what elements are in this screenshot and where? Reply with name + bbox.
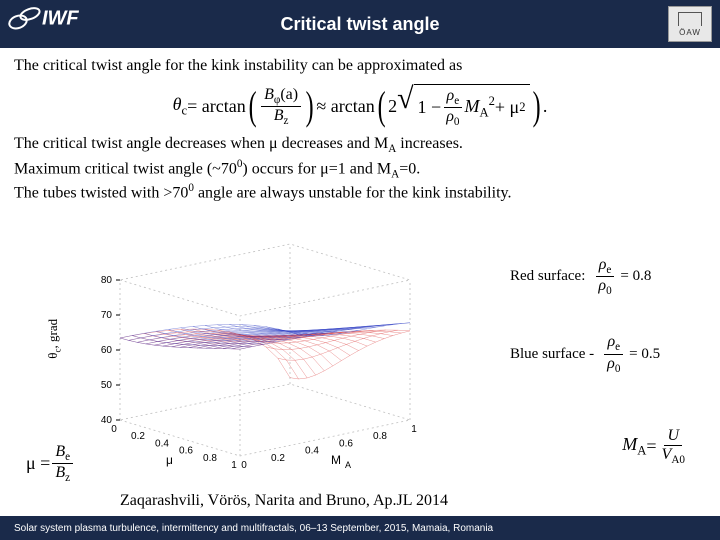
svg-text:0.6: 0.6 xyxy=(179,446,193,457)
svg-text:0.2: 0.2 xyxy=(271,453,285,464)
svg-text:0.2: 0.2 xyxy=(131,431,145,442)
legend-blue-label: Blue surface - xyxy=(510,346,594,363)
footer-text: Solar system plasma turbulence, intermit… xyxy=(14,523,493,534)
oaw-logo: ÖAW xyxy=(668,6,712,42)
svg-text:A: A xyxy=(345,460,351,470)
z-axis-label: θc, grad xyxy=(45,319,63,359)
slide-header: IWF Critical twist angle ÖAW xyxy=(0,0,720,48)
svg-text:0: 0 xyxy=(241,460,247,471)
svg-text:80: 80 xyxy=(101,275,113,286)
svg-text:0.4: 0.4 xyxy=(305,446,319,457)
legend-blue-value: 0.5 xyxy=(641,346,660,363)
svg-text:0: 0 xyxy=(111,424,117,435)
slide-title: Critical twist angle xyxy=(280,14,439,35)
mu-definition: μ = Be Bz xyxy=(26,443,75,484)
iwf-logo: IWF xyxy=(8,4,79,34)
slide-footer: Solar system plasma turbulence, intermit… xyxy=(0,516,720,540)
svg-text:μ: μ xyxy=(166,453,173,467)
explain-paragraph: The critical twist angle decreases when … xyxy=(14,134,706,203)
citation: Zaqarashvili, Vörös, Narita and Bruno, A… xyxy=(120,492,448,510)
chart-legend: Red surface: ρe ρ0 = 0.8 Blue surface - … xyxy=(510,256,700,411)
legend-blue: Blue surface - ρe ρ0 = 0.5 xyxy=(510,333,700,374)
slide-body: The critical twist angle for the kink in… xyxy=(0,48,720,203)
svg-text:60: 60 xyxy=(101,345,113,356)
svg-text:0.4: 0.4 xyxy=(155,438,169,449)
legend-red-value: 0.8 xyxy=(633,268,652,285)
legend-red-label: Red surface: xyxy=(510,268,585,285)
iwf-logo-text: IWF xyxy=(42,7,79,29)
ma-definition: MA = U VA0 xyxy=(622,427,690,466)
svg-text:50: 50 xyxy=(101,380,113,391)
svg-text:0.6: 0.6 xyxy=(339,438,353,449)
legend-red: Red surface: ρe ρ0 = 0.8 xyxy=(510,256,700,297)
svg-text:0.8: 0.8 xyxy=(203,453,217,464)
svg-text:0.8: 0.8 xyxy=(373,431,387,442)
surface-chart: θc, grad 405060708000.20.40.60.8100.20.4… xyxy=(50,220,470,480)
svg-text:1: 1 xyxy=(411,424,417,435)
svg-text:1: 1 xyxy=(231,460,237,471)
main-formula: θc = arctan ( Bφ(a) Bz ) ≈ arctan ( 2 √ … xyxy=(14,84,706,128)
svg-text:M: M xyxy=(331,453,341,467)
svg-text:70: 70 xyxy=(101,310,113,321)
oaw-logo-text: ÖAW xyxy=(679,28,701,37)
intro-paragraph: The critical twist angle for the kink in… xyxy=(14,56,706,76)
